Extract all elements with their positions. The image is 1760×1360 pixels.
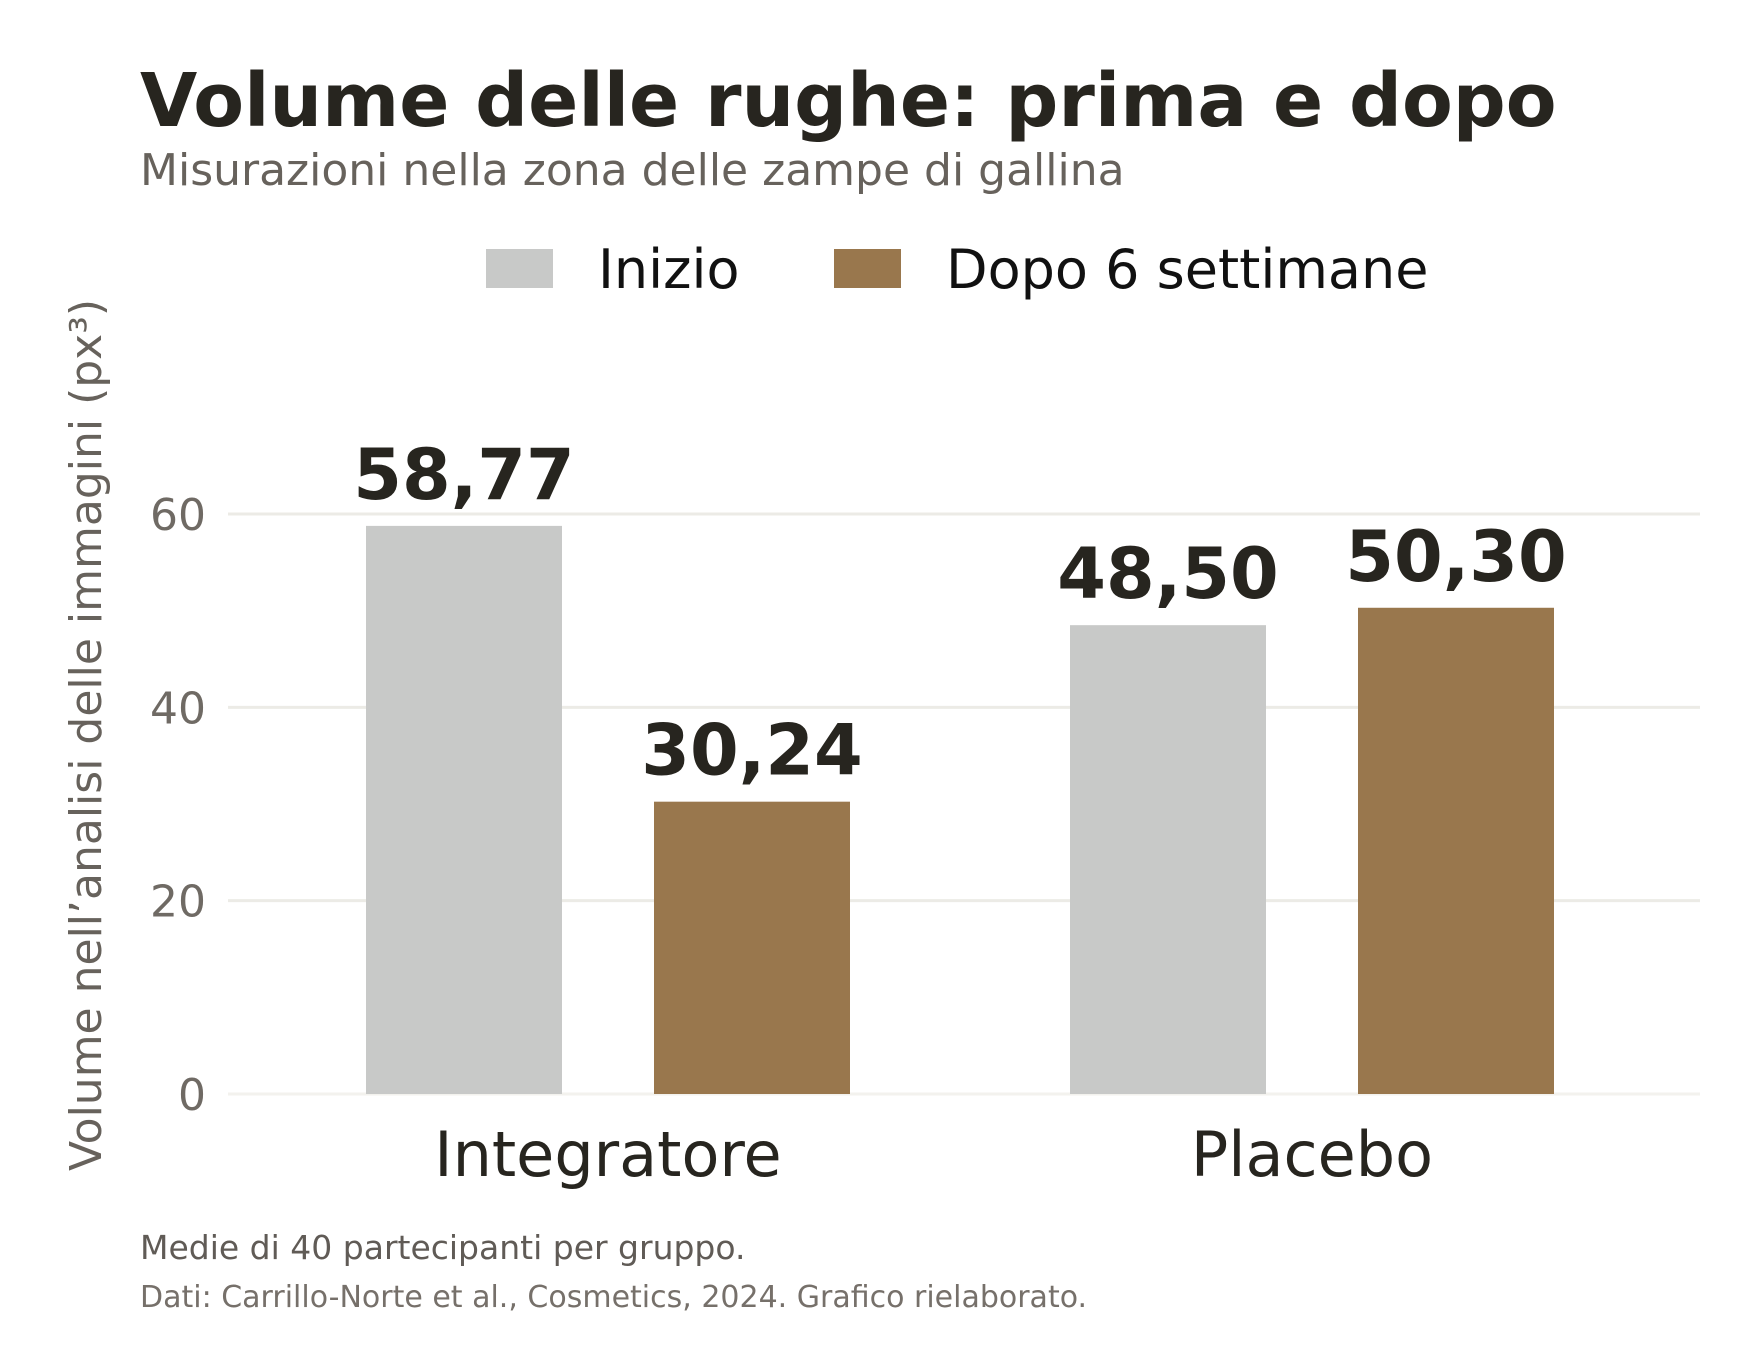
data-label: 48,50 [1057, 533, 1278, 615]
axes: 0 20 40 60 Volume nell’analisi delle immagin… [61, 299, 1433, 1191]
chart-title: Volume delle rughe: prima e dopo [140, 58, 1557, 144]
data-label: 50,30 [1345, 516, 1566, 598]
x-tick-label: Integratore [434, 1118, 781, 1191]
y-tick-label: 20 [150, 877, 206, 928]
legend-swatch [486, 249, 553, 288]
data-labels: 58,77 48,50 30,24 50,30 [353, 434, 1566, 792]
y-axis-label: Volume nell’analisi delle immagini (px³) [61, 299, 112, 1171]
data-label: 30,24 [641, 710, 862, 792]
chart-subtitle: Misurazioni nella zona delle zampe di ga… [140, 145, 1125, 196]
y-tick-label: 60 [150, 490, 206, 541]
data-label: 58,77 [353, 434, 574, 516]
y-tick-label: 40 [150, 683, 206, 734]
legend-label: Dopo 6 settimane [946, 238, 1428, 301]
footnote: Medie di 40 partecipanti per gruppo. [140, 1228, 746, 1267]
bar [1070, 625, 1266, 1094]
y-tick-label: 0 [178, 1070, 206, 1121]
bar [366, 525, 562, 1094]
legend: Inizio Dopo 6 settimane [486, 238, 1428, 301]
bars [366, 525, 1554, 1094]
x-tick-label: Placebo [1191, 1118, 1433, 1191]
bar [1358, 607, 1554, 1094]
legend-swatch [834, 249, 901, 288]
legend-label: Inizio [598, 238, 740, 301]
source-note: Dati: Carrillo-Norte et al., Cosmetics, … [140, 1280, 1088, 1315]
bar [654, 801, 850, 1094]
